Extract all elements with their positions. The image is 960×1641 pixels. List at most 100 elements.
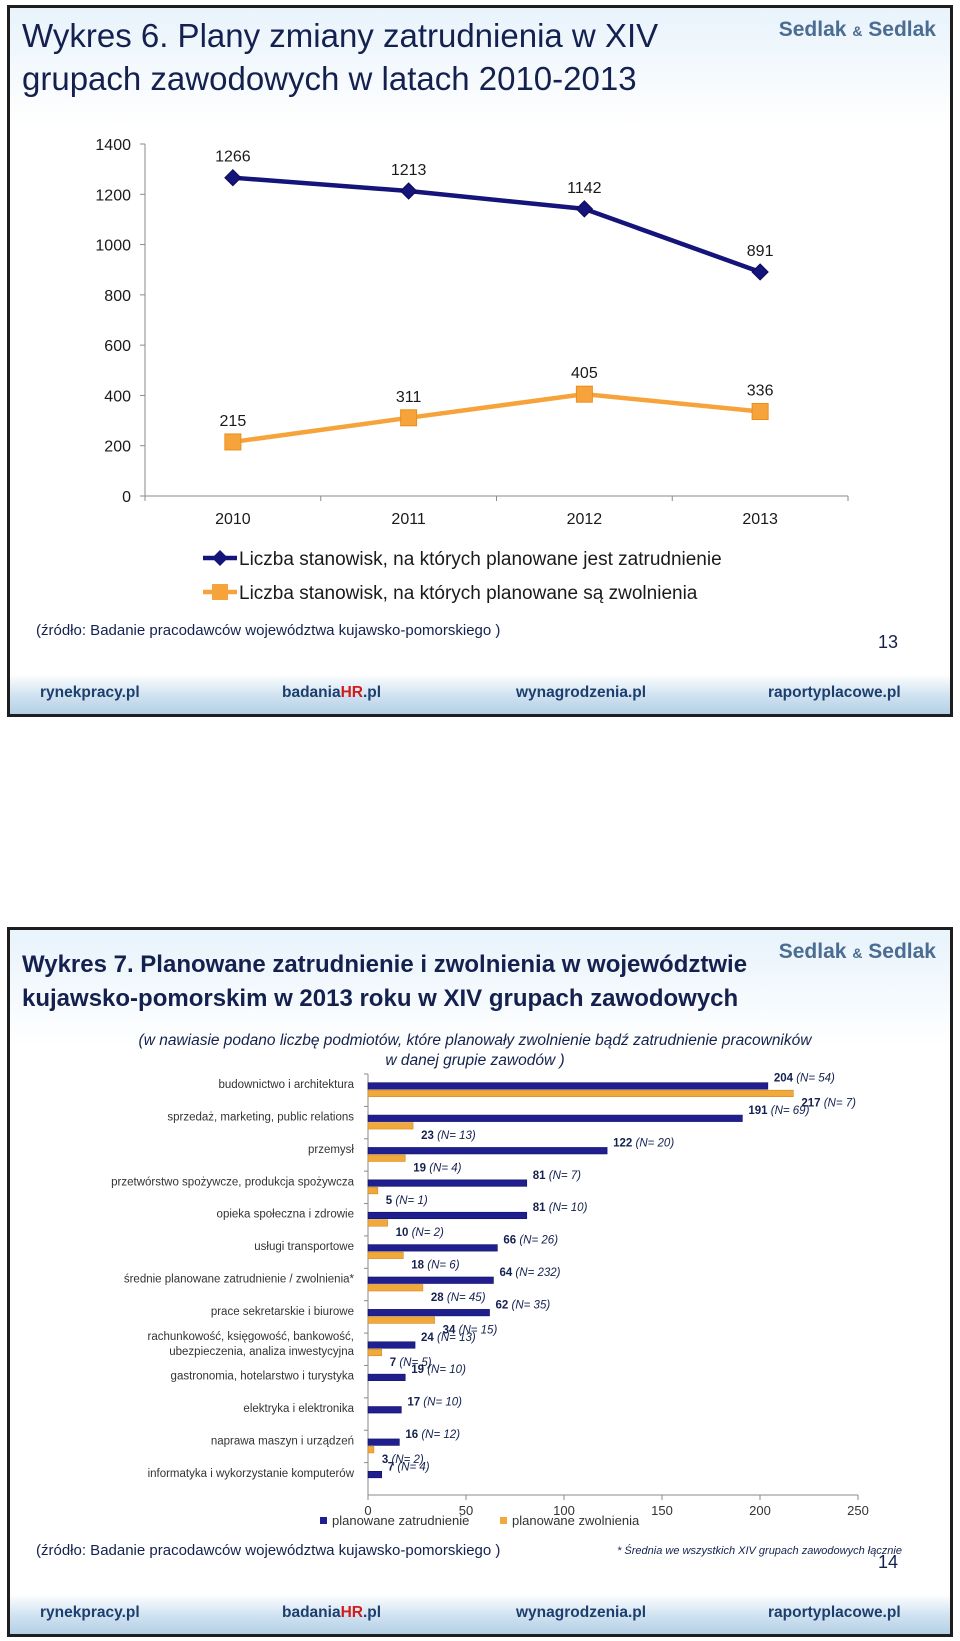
footer-link-raportyplacowe[interactable]: raportyplacowe.pl (768, 1604, 901, 1621)
respondent-count: (N= 20) (632, 1137, 674, 1149)
data-point-square (751, 403, 769, 421)
slide-13: Wykres 6. Plany zmiany zatrudnienia w XI… (7, 5, 953, 717)
brand-ampersand: & (852, 23, 863, 39)
footer-link-badaniahr[interactable]: badaniaHR.pl (282, 1604, 381, 1622)
chart-title: Wykres 7. Planowane zatrudnienie i zwoln… (22, 951, 748, 1012)
respondent-count: (N= 10) (546, 1202, 588, 1214)
legend-swatch (500, 1517, 507, 1524)
legend-label: Liczba stanowisk, na których planowane s… (239, 583, 698, 604)
slide-header (10, 930, 950, 1048)
bar-hiring (367, 1179, 528, 1187)
footer-link-badaniahr-part1: badania (282, 1604, 341, 1621)
x-tick-label: 2010 (215, 511, 251, 528)
category-label: elektryka i elektronika (243, 1403, 354, 1415)
respondent-count: (N= 35) (508, 1299, 550, 1311)
category-label: prace sekretarskie i biurowe (211, 1306, 354, 1318)
legend-label: planowane zatrudnienie (332, 1513, 469, 1528)
data-label: 3 (N= 2) (382, 1454, 424, 1466)
series-line (232, 175, 761, 275)
y-tick-label: 200 (104, 439, 131, 456)
footer-link-badaniahr-part3: .pl (362, 1604, 382, 1621)
y-tick-label: 1400 (95, 137, 131, 154)
respondent-count: (N= 12) (418, 1429, 460, 1441)
data-value: 81 (533, 1202, 546, 1214)
data-label: 17 (N= 10) (407, 1397, 462, 1409)
source-note: (źródło: Badanie pracodawców województwa… (36, 1542, 501, 1559)
data-value: 7 (388, 1461, 394, 1473)
footnote: * Średnia we wszystkich XIV grupach zawo… (617, 1545, 902, 1557)
respondent-count: (N= 1) (392, 1195, 428, 1207)
footer-bar: rynekpracy.pl badaniaHR.pl wynagrodzenia… (10, 674, 950, 714)
bar-layoffs (367, 1284, 424, 1292)
category-label: ubezpieczenia, analiza inwestycyjna (169, 1346, 354, 1358)
data-label: 215 (220, 413, 247, 430)
legend-marker-square (212, 584, 228, 600)
footer-bar: rynekpracy.pl badaniaHR.pl wynagrodzenia… (10, 1594, 950, 1634)
category-label: opieka społeczna i zdrowie (217, 1209, 354, 1221)
data-label: 1213 (391, 162, 427, 179)
respondent-count: (N= 4) (394, 1461, 430, 1473)
legend-swatch (320, 1517, 327, 1524)
respondent-count: (N= 6) (424, 1260, 460, 1272)
footer-link-wynagrodzenia[interactable]: wynagrodzenia.pl (516, 1604, 647, 1621)
data-label: 24 (N= 13) (421, 1332, 476, 1344)
data-label: 23 (N= 13) (421, 1130, 476, 1142)
x-tick-label: 2012 (567, 511, 603, 528)
category-label: sprzedaż, marketing, public relations (167, 1112, 354, 1124)
footer-link-rynekpracy[interactable]: rynekpracy.pl (40, 684, 140, 701)
category-label: gastronomia, hotelarstwo i turystyka (171, 1371, 355, 1383)
page-number: 14 (877, 1552, 898, 1572)
data-label: 16 (N= 12) (405, 1429, 460, 1441)
bar-hiring (367, 1406, 402, 1414)
bar-hiring (367, 1276, 494, 1284)
data-point-square (575, 385, 593, 403)
series-line (232, 391, 761, 445)
data-value: 3 (382, 1454, 388, 1466)
x-tick-label: 250 (847, 1503, 869, 1518)
data-point-square (224, 433, 242, 451)
bar-layoffs (367, 1316, 435, 1324)
slide-14: Wykres 7. Planowane zatrudnienie i zwoln… (7, 927, 953, 1637)
data-value: 7 (390, 1357, 396, 1369)
data-value: 34 (443, 1324, 456, 1336)
data-value: 18 (411, 1260, 424, 1272)
data-value: 24 (421, 1332, 434, 1344)
bar-hiring (367, 1211, 528, 1220)
data-label: 891 (747, 243, 774, 260)
footer-link-raportyplacowe[interactable]: raportyplacowe.pl (768, 684, 901, 701)
category-label: budownictwo i architektura (218, 1079, 354, 1091)
data-value: 217 (801, 1098, 820, 1110)
data-value: 10 (396, 1227, 409, 1239)
footer-link-wynagrodzenia[interactable]: wynagrodzenia.pl (516, 684, 647, 701)
bar-layoffs (367, 1122, 414, 1130)
footer-link-rynekpracy[interactable]: rynekpracy.pl (40, 1604, 140, 1621)
data-label: 7 (N= 4) (388, 1461, 430, 1473)
data-point-square (400, 409, 418, 427)
category-label: naprawa maszyn i urządzeń (211, 1435, 354, 1447)
footer-link-badaniahr[interactable]: badaniaHR.pl (282, 684, 381, 702)
legend-label: Liczba stanowisk, na których planowane j… (239, 549, 722, 570)
x-tick-label: 100 (553, 1503, 575, 1518)
footer-link-badaniahr-part3: .pl (362, 684, 382, 701)
data-label: 7 (N= 5) (390, 1357, 432, 1369)
bar-hiring (367, 1082, 769, 1090)
data-value: 81 (533, 1170, 546, 1182)
respondent-count: (N= 26) (516, 1235, 558, 1247)
y-tick-label: 1200 (95, 187, 131, 204)
data-value: 17 (407, 1397, 420, 1409)
respondent-count: (N= 5) (396, 1357, 432, 1369)
data-value: 16 (405, 1429, 418, 1441)
category-label: przetwórstwo spożywcze, produkcja spożyw… (111, 1176, 354, 1188)
x-tick-label: 0 (364, 1503, 371, 1518)
respondent-count: (N= 13) (434, 1130, 476, 1142)
data-value: 5 (386, 1195, 393, 1207)
bar-layoffs (367, 1089, 794, 1097)
y-tick-label: 600 (104, 338, 131, 355)
data-label: 217 (N= 7) (801, 1098, 856, 1110)
respondent-count: (N= 2) (408, 1227, 444, 1239)
data-label: 405 (571, 365, 598, 382)
data-label: 1266 (215, 149, 251, 166)
chart-title: Wykres 6. Plany zmiany zatrudnienia w XI… (22, 17, 659, 97)
x-tick-label: 200 (749, 1503, 771, 1518)
x-tick-label: 150 (651, 1503, 673, 1518)
